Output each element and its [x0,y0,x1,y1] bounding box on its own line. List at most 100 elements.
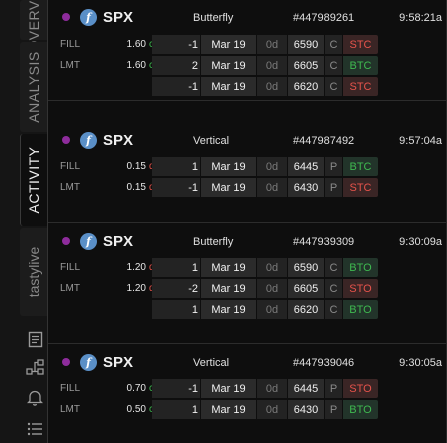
leg-strike: 6590 [288,35,324,54]
leg-quantity: 1 [152,400,200,419]
tab-overview[interactable]: OVERVIEW [20,0,47,52]
order-header: f SPX Vertical #447939046 9:30:05a [48,345,447,371]
limit-label: LMT [60,182,80,193]
fill-price: 1.60 [126,39,146,50]
order-id: #447939309 [293,236,355,248]
leg-expiration: Mar 19 [201,279,256,298]
leg-days-to-expiry: 0d [257,157,287,176]
leg-quantity: 1 [152,157,200,176]
order-time: 9:30:05a [399,357,442,369]
order-id: #447989261 [293,12,355,24]
leg-call-put: C [325,77,342,96]
leg-strike: 6430 [288,178,324,197]
list-icon[interactable] [26,420,44,438]
leg-strike: 6445 [288,157,324,176]
leg-days-to-expiry: 0d [257,258,287,277]
fill-price: 0.15 [126,161,146,172]
order-symbol[interactable]: SPX [103,132,134,149]
order-id: #447987492 [293,135,355,147]
order-card[interactable]: f SPX Vertical #447987492 9:57:04a FILL … [48,123,447,223]
order-symbol[interactable]: SPX [103,233,134,250]
futures-badge-icon: f [80,132,97,149]
side-tab-rail: OVERVIEW ANALYSIS ACTIVITY tastylive [0,0,47,443]
leg-action: BTO [343,400,378,419]
fill-label: FILL [60,383,81,394]
notes-icon[interactable] [26,330,44,348]
leg-action: BTC [343,56,378,75]
order-time: 9:57:04a [399,135,442,147]
leg-quantity: -1 [152,178,200,197]
tab-activity[interactable]: ACTIVITY [20,134,47,226]
leg-expiration: Mar 19 [201,400,256,419]
leg-action: STO [343,279,378,298]
order-card[interactable]: f SPX Butterfly #447989261 9:58:21a FILL… [48,0,447,101]
tab-tastylive[interactable]: tastylive [20,228,47,316]
fill-price: 0.70 [126,383,146,394]
order-card[interactable]: f SPX Butterfly #447939309 9:30:09a FILL… [48,224,447,344]
leg-days-to-expiry: 0d [257,56,287,75]
fill-label: FILL [60,262,81,273]
order-card[interactable]: f SPX Vertical #447939046 9:30:05a FILL … [48,345,447,443]
leg-strike: 6590 [288,258,324,277]
leg-action: STO [343,379,378,398]
limit-label: LMT [60,283,80,294]
leg-call-put: P [325,379,342,398]
leg-quantity: -1 [152,379,200,398]
order-id: #447939046 [293,357,355,369]
leg-strike: 6605 [288,56,324,75]
leg-call-put: C [325,279,342,298]
leg-action: BTC [343,157,378,176]
order-strategy: Vertical [193,135,230,147]
order-header: f SPX Butterfly #447939309 9:30:09a [48,224,447,250]
leg-action: STC [343,77,378,96]
leg-expiration: Mar 19 [201,379,256,398]
leg-strike: 6605 [288,279,324,298]
leg-quantity: 1 [152,258,200,277]
leg-call-put: P [325,157,342,176]
fill-price: 1.20 [126,262,146,273]
leg-strike: 6620 [288,77,324,96]
leg-action: STC [343,178,378,197]
limit-price: 0.15 [126,182,146,193]
leg-days-to-expiry: 0d [257,300,287,319]
activity-order-list: f SPX Butterfly #447989261 9:58:21a FILL… [47,0,447,443]
leg-expiration: Mar 19 [201,258,256,277]
leg-action: BTO [343,300,378,319]
leg-strike: 6620 [288,300,324,319]
leg-strike: 6430 [288,400,324,419]
leg-expiration: Mar 19 [201,56,256,75]
order-header: f SPX Butterfly #447989261 9:58:21a [48,0,447,26]
limit-label: LMT [60,404,80,415]
leg-call-put: C [325,35,342,54]
limit-price: 1.60 [126,60,146,71]
status-dot-icon [62,237,70,245]
tab-analysis[interactable]: ANALYSIS [20,42,47,132]
order-strategy: Vertical [193,357,230,369]
status-dot-icon [62,358,70,366]
tab-activity-label: ACTIVITY [26,146,42,214]
leg-days-to-expiry: 0d [257,77,287,96]
leg-strike: 6445 [288,379,324,398]
futures-badge-icon: f [80,354,97,371]
leg-call-put: P [325,400,342,419]
order-symbol[interactable]: SPX [103,9,134,26]
status-dot-icon [62,136,70,144]
leg-action: BTO [343,258,378,277]
order-symbol[interactable]: SPX [103,354,134,371]
leg-call-put: C [325,56,342,75]
leg-call-put: C [325,258,342,277]
leg-expiration: Mar 19 [201,77,256,96]
leg-quantity: 2 [152,56,200,75]
bell-icon[interactable] [26,388,44,406]
tab-analysis-label: ANALYSIS [25,51,42,123]
leg-days-to-expiry: 0d [257,35,287,54]
leg-days-to-expiry: 0d [257,178,287,197]
limit-price: 0.50 [126,404,146,415]
leg-days-to-expiry: 0d [257,400,287,419]
network-icon[interactable] [26,358,44,376]
fill-label: FILL [60,39,81,50]
order-time: 9:58:21a [399,12,442,24]
leg-quantity: -2 [152,279,200,298]
leg-quantity: -1 [152,77,200,96]
order-header: f SPX Vertical #447987492 9:57:04a [48,123,447,149]
